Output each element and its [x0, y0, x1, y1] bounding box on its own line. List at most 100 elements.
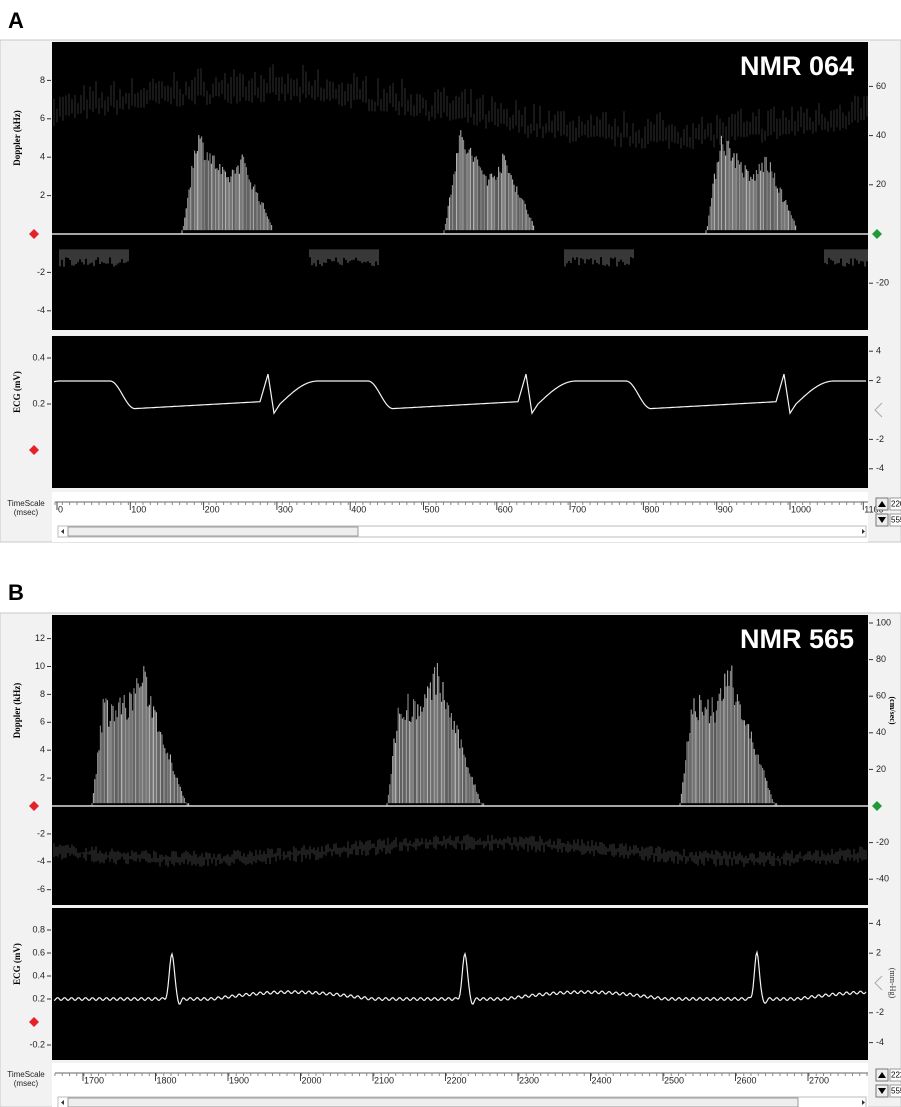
spin-value: 2220 — [891, 1071, 901, 1080]
spin-icon — [878, 1088, 886, 1094]
x-tick-label: 0 — [58, 504, 63, 514]
plot-area — [52, 42, 868, 330]
time-label: TimeScale — [7, 499, 45, 508]
x-tick-label: 2500 — [664, 1075, 684, 1085]
y2-tick-label: 4 — [876, 918, 881, 928]
y-tick-label: 0.8 — [32, 924, 45, 934]
x-tick-label: 1100 — [864, 504, 883, 514]
ecg-trace — [53, 373, 866, 415]
y-tick-label: -4 — [37, 305, 45, 315]
x-tick-label: 800 — [644, 504, 659, 514]
spin-value: 555 — [891, 516, 901, 525]
y2-tick-label: -2 — [876, 434, 884, 444]
spin-icon — [878, 501, 886, 507]
zero-marker — [29, 1017, 39, 1027]
time-label: TimeScale — [7, 1070, 45, 1079]
y-axis-label: Doppler (kHz) — [12, 683, 22, 739]
x-tick-label: 2400 — [592, 1075, 612, 1085]
y2-tick-label: 4 — [876, 346, 881, 356]
y2-axis-label: (cm/sec) — [888, 697, 897, 725]
y-tick-label: 4 — [40, 152, 45, 162]
x-tick-label: 2700 — [809, 1075, 829, 1085]
x-tick-label: 2600 — [737, 1075, 757, 1085]
x-tick-label: 2300 — [519, 1075, 539, 1085]
y-tick-label: 12 — [35, 633, 45, 643]
y2-tick-label: 20 — [876, 179, 886, 189]
x-tick-label: 1000 — [791, 504, 811, 514]
x-tick-label: 1700 — [84, 1075, 104, 1085]
spectrogram — [53, 64, 868, 267]
plot-area — [52, 336, 868, 488]
scale-marker — [874, 402, 883, 418]
scrollbar[interactable] — [57, 525, 867, 538]
y2-tick-label: 40 — [876, 130, 886, 140]
x-tick-label: 900 — [718, 504, 733, 514]
scroll-arrow — [61, 1100, 64, 1105]
x-tick-label: 500 — [425, 504, 440, 514]
y2-axis-label: (mm-Hg) — [888, 968, 897, 999]
panel-title: NMR 064 — [740, 51, 854, 81]
y2-tick-label: -20 — [876, 278, 889, 288]
x-tick-label: 100 — [131, 504, 146, 514]
y-tick-label: 10 — [35, 661, 45, 671]
y-tick-label: 0.4 — [32, 352, 45, 362]
y-tick-label: -4 — [37, 856, 45, 866]
scroll-thumb[interactable] — [67, 1097, 799, 1107]
zero-marker — [872, 229, 882, 239]
x-tick-label: 2000 — [302, 1075, 322, 1085]
scale-marker — [874, 975, 883, 991]
x-tick-label: 2100 — [374, 1075, 394, 1085]
x-tick-label: 700 — [571, 504, 586, 514]
y-axis-label: ECG (mV) — [12, 371, 22, 413]
y-tick-label: 0.4 — [32, 970, 45, 980]
spin-field — [889, 1084, 901, 1098]
panel-title: NMR 565 — [740, 624, 854, 654]
y2-tick-label: -20 — [876, 837, 889, 847]
y-tick-label: 0.6 — [32, 947, 45, 957]
y-tick-label: 2 — [40, 190, 45, 200]
spin-icon — [878, 517, 886, 523]
spin-value: 220 — [891, 500, 901, 509]
time-label: (msec) — [14, 1079, 39, 1088]
y-tick-label: 6 — [40, 113, 45, 123]
y-tick-label: 0.2 — [32, 993, 45, 1003]
panel-label: B — [8, 580, 24, 605]
y2-tick-label: -4 — [876, 463, 884, 473]
y2-tick-label: 2 — [876, 375, 881, 385]
y2-tick-label: 60 — [876, 691, 886, 701]
spin-value: 555 — [891, 1087, 901, 1096]
y-tick-label: 6 — [40, 717, 45, 727]
spin-icon — [878, 1072, 886, 1078]
scroll-arrow — [61, 529, 64, 534]
y2-tick-label: -40 — [876, 874, 889, 884]
y-tick-label: 4 — [40, 745, 45, 755]
y2-tick-label: 20 — [876, 764, 886, 774]
ecg-trace — [53, 950, 867, 1005]
y2-tick-label: 2 — [876, 948, 881, 958]
y-tick-label: 8 — [40, 689, 45, 699]
y-axis-label: Doppler (kHz) — [12, 110, 22, 166]
spectrogram — [53, 663, 867, 867]
y2-tick-label: -2 — [876, 1007, 884, 1017]
y2-tick-label: 80 — [876, 654, 886, 664]
x-tick-label: 1800 — [157, 1075, 177, 1085]
y2-tick-label: -4 — [876, 1037, 884, 1047]
zero-marker — [872, 801, 882, 811]
panel-label: A — [8, 8, 24, 33]
x-tick-label: 1900 — [229, 1075, 249, 1085]
y2-tick-label: 40 — [876, 727, 886, 737]
plot-area — [52, 908, 868, 1060]
y-tick-label: -2 — [37, 828, 45, 838]
x-tick-label: 300 — [278, 504, 293, 514]
y-axis-label: ECG (mV) — [12, 943, 22, 985]
spin-field — [889, 513, 901, 527]
zero-marker — [29, 445, 39, 455]
time-label: (msec) — [14, 508, 39, 517]
zero-marker — [29, 801, 39, 811]
y-tick-label: -6 — [37, 884, 45, 894]
y-tick-label: 0.2 — [32, 398, 45, 408]
spin-field — [889, 497, 901, 511]
scroll-thumb[interactable] — [67, 526, 359, 537]
